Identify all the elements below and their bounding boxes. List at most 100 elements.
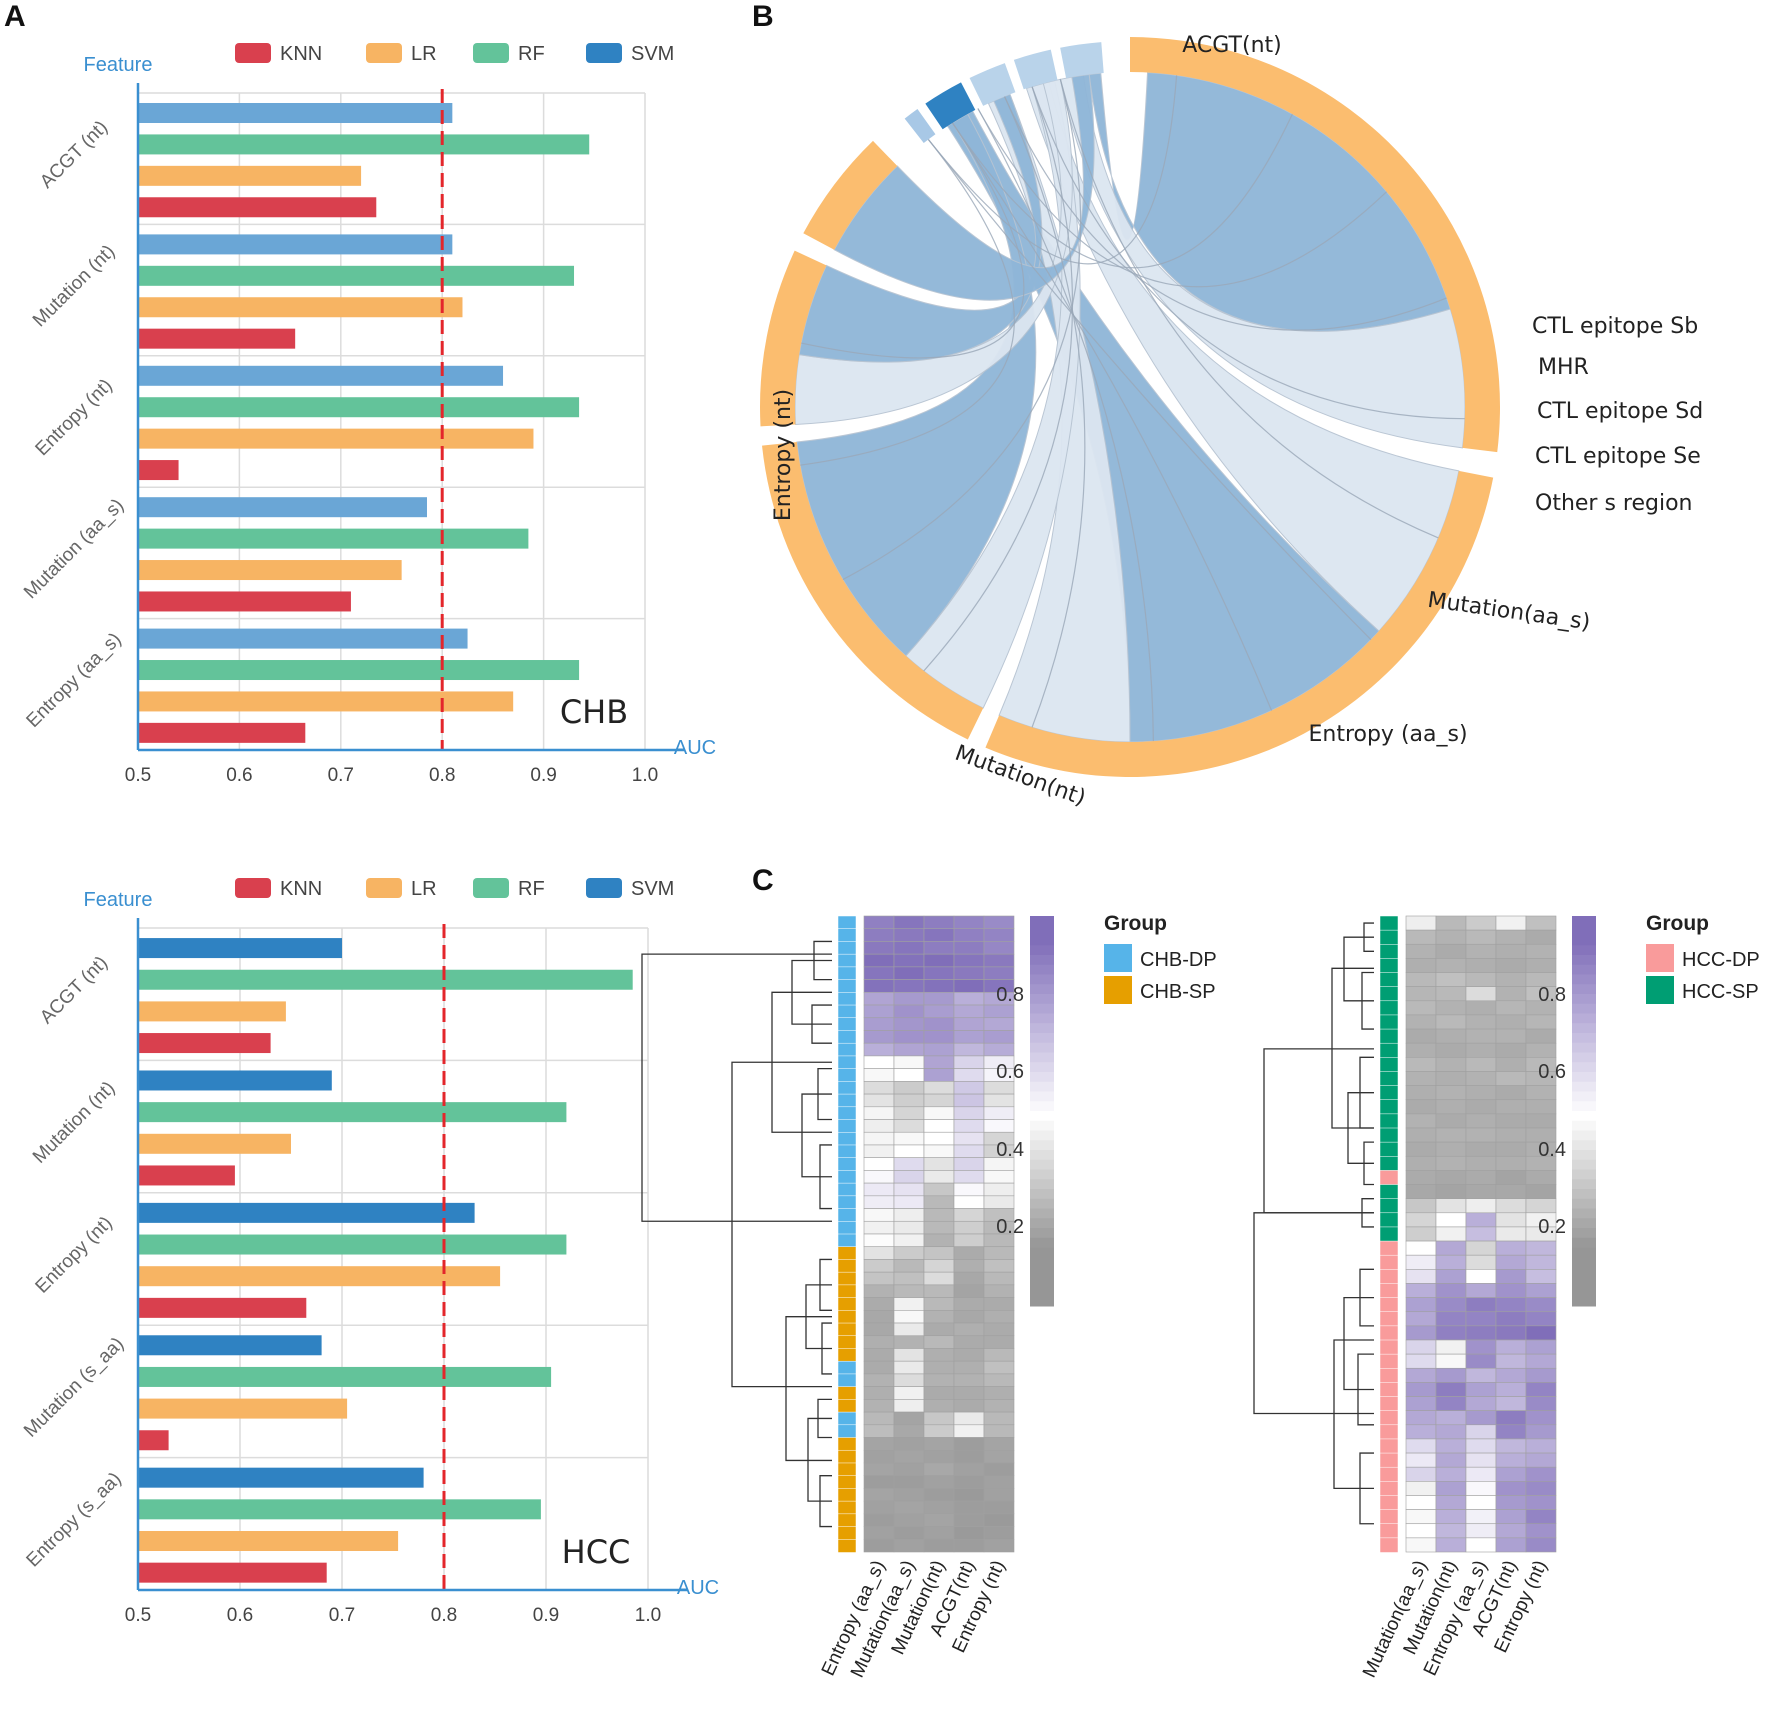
group-strip-cell (1379, 1226, 1399, 1242)
heatmap-cell (1525, 1438, 1557, 1454)
group-strip-cell (1379, 1339, 1399, 1355)
x-tick-label: 0.6 (226, 765, 252, 786)
heatmap-cell (1465, 1057, 1497, 1072)
chord-line (800, 139, 1015, 466)
colorbar-segment (1030, 935, 1054, 946)
x-tick-label: 0.7 (329, 1605, 355, 1626)
group-strip-cell (1379, 929, 1399, 946)
heatmap-cell (1495, 1057, 1527, 1072)
group-strip-cell (1379, 1509, 1399, 1525)
colorbar-segment (1572, 1042, 1596, 1053)
colorbar-segment (1030, 1052, 1054, 1063)
heatmap-cell (1435, 1424, 1467, 1440)
chord-line (951, 113, 1293, 269)
heatmap-cell (923, 1017, 955, 1031)
bar-svm-5 (138, 1467, 424, 1488)
bar-knn-2 (138, 1165, 235, 1186)
heatmap-cell (1435, 1014, 1467, 1030)
heatmap-cell (923, 1424, 955, 1438)
heatmap-cell (863, 1042, 895, 1057)
heatmap-cell (1525, 1170, 1557, 1185)
bar-knn-2 (138, 328, 296, 349)
chord-ribbon-9 (798, 93, 1043, 363)
heatmap-cell (1405, 1537, 1437, 1553)
heatmap-cell (983, 1322, 1015, 1337)
heatmap-cell (1405, 1042, 1437, 1058)
colorbar-segment (1572, 1052, 1596, 1063)
colorbar-segment (1572, 1062, 1596, 1073)
heatmap-cell (1405, 1339, 1437, 1355)
heatmap-cell (863, 1284, 895, 1298)
heatmap-cell (953, 1131, 985, 1146)
colorbar-segment (1572, 1189, 1596, 1200)
x-axis-title: AUC (674, 737, 716, 759)
colorbar-segment (1030, 1267, 1054, 1278)
group-strip-cell (837, 1284, 857, 1299)
heatmap-cell (1525, 1339, 1557, 1355)
heatmap-cell (863, 1233, 895, 1248)
heatmap-cell (863, 1157, 895, 1171)
group-legend-swatch-1 (1104, 944, 1132, 972)
heatmap-cell (1405, 1212, 1437, 1228)
heatmap-cell (1405, 1523, 1437, 1539)
heatmap-cell (863, 1310, 895, 1324)
heatmap-cell (1465, 1000, 1497, 1016)
heatmap-cell (983, 1017, 1015, 1031)
bar-chart-hcc: ACGT (nt) Mutation (nt) Entropy (nt) Mutati… (20, 878, 719, 1626)
colorbar-segment (1572, 984, 1596, 995)
heatmap-cell (1465, 1198, 1497, 1214)
group-strip-cell (837, 928, 857, 943)
heatmap-cell (1405, 1113, 1437, 1129)
group-strip-cell (1379, 1297, 1399, 1313)
heatmap-cell (893, 1030, 925, 1044)
bar-svm-4 (138, 497, 427, 518)
heatmap-cell (1465, 1537, 1497, 1553)
heatmap-cell (923, 1526, 955, 1540)
dendrogram-branch-14 (1263, 1048, 1374, 1214)
heatmap-cell (953, 1106, 985, 1120)
group-strip-cell (837, 1424, 857, 1439)
group-strip-cell (837, 1335, 857, 1350)
heatmap-cell (863, 1297, 895, 1311)
bar-knn-3 (138, 1297, 307, 1318)
group-legend-label-2: HCC-SP (1682, 981, 1759, 1003)
bar-knn-4 (138, 1430, 169, 1451)
heatmap-cell (1465, 1382, 1497, 1397)
bar-rf-2 (138, 1102, 567, 1123)
heatmap-cell (1465, 1042, 1497, 1058)
heatmap-cell (1405, 1141, 1437, 1157)
colorbar-segment (1030, 1042, 1054, 1053)
heatmap-cell (1495, 1367, 1527, 1383)
colorbar-segment (1030, 925, 1054, 936)
colorbar-segment (1030, 1013, 1054, 1024)
group-strip-cell (1379, 1085, 1399, 1101)
heatmap-cell (983, 966, 1015, 980)
heatmap-cell (1405, 986, 1437, 1002)
heatmap-cell (983, 1284, 1015, 1298)
heatmap-cell (953, 1182, 985, 1197)
group-strip-cell (1379, 1311, 1399, 1327)
heatmap-cell (923, 953, 955, 968)
heatmap-cell (1465, 1452, 1497, 1468)
heatmap-cell (1525, 1198, 1557, 1214)
dendrogram-branch-13 (1333, 1339, 1374, 1490)
colorbar-segment (1572, 1072, 1596, 1083)
colorbar-segment (1572, 1120, 1596, 1131)
group-strip-cell (1379, 1382, 1399, 1398)
group-strip-cell (837, 1004, 857, 1019)
heatmap-cell (893, 941, 925, 955)
heatmap-cell (953, 1513, 985, 1527)
colorbar-segment (1030, 1130, 1054, 1141)
colorbar-segment (1572, 1198, 1596, 1209)
chord-line (977, 108, 1154, 742)
heatmap-cell (893, 1386, 925, 1400)
category-label: Entropy (nt) (32, 375, 117, 460)
heatmap-cell (1435, 1495, 1467, 1510)
group-strip-cell (1379, 1410, 1399, 1426)
heatmap-cell (953, 1449, 985, 1464)
colorbar-segment (1572, 1013, 1596, 1024)
group-strip-cell (1379, 1184, 1399, 1200)
heatmap-cell (1435, 1452, 1467, 1468)
group-strip-cell (837, 1475, 857, 1490)
colorbar-segment (1030, 945, 1054, 956)
